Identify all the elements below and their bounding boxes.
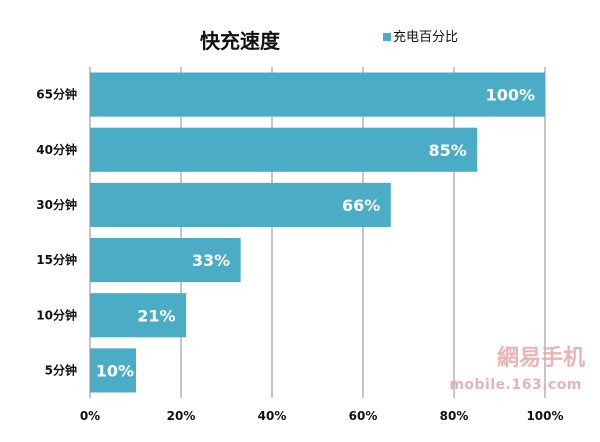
category-label: 65分钟 [36, 87, 77, 102]
data-label: 66% [342, 196, 380, 215]
legend: 充电百分比 [383, 29, 458, 45]
category-label: 5分钟 [45, 362, 77, 377]
data-label: 33% [192, 251, 230, 270]
gridlines [89, 67, 546, 398]
category-label: 40分钟 [36, 142, 77, 157]
x-tick-label: 60% [349, 409, 378, 423]
x-tick-label: 80% [440, 409, 469, 423]
category-labels: 65分钟 40分钟 30分钟 15分钟 10分钟 5分钟 [36, 87, 77, 378]
data-label: 10% [96, 361, 134, 380]
data-label: 21% [137, 306, 175, 325]
x-tick-label: 20% [167, 409, 196, 423]
watermark-url: mobile.163.com [449, 377, 582, 393]
bar [90, 348, 136, 393]
bar [90, 238, 241, 283]
data-label: 100% [486, 86, 535, 105]
category-label: 15分钟 [36, 252, 77, 267]
chart-title: 快充速度 [200, 29, 281, 53]
legend-swatch [383, 33, 391, 41]
category-label: 30分钟 [36, 197, 77, 212]
bars [90, 72, 546, 393]
x-tick-labels: 0% 20% 40% 60% 80% 100% [80, 409, 564, 423]
data-labels: 100% 85% 66% 33% 21% 10% [96, 86, 535, 381]
category-label: 10分钟 [36, 307, 77, 322]
bar [90, 127, 478, 172]
x-tick-label: 40% [258, 409, 287, 423]
bar [90, 182, 391, 227]
watermark-brand: 網易手机 [497, 345, 585, 371]
x-tick-label: 100% [526, 409, 563, 423]
legend-label: 充电百分比 [393, 29, 458, 45]
watermark: 網易手机 mobile.163.com [449, 345, 585, 393]
bar [90, 293, 187, 338]
data-label: 85% [428, 141, 466, 160]
x-tick-label: 0% [80, 409, 100, 423]
bar [90, 72, 546, 117]
